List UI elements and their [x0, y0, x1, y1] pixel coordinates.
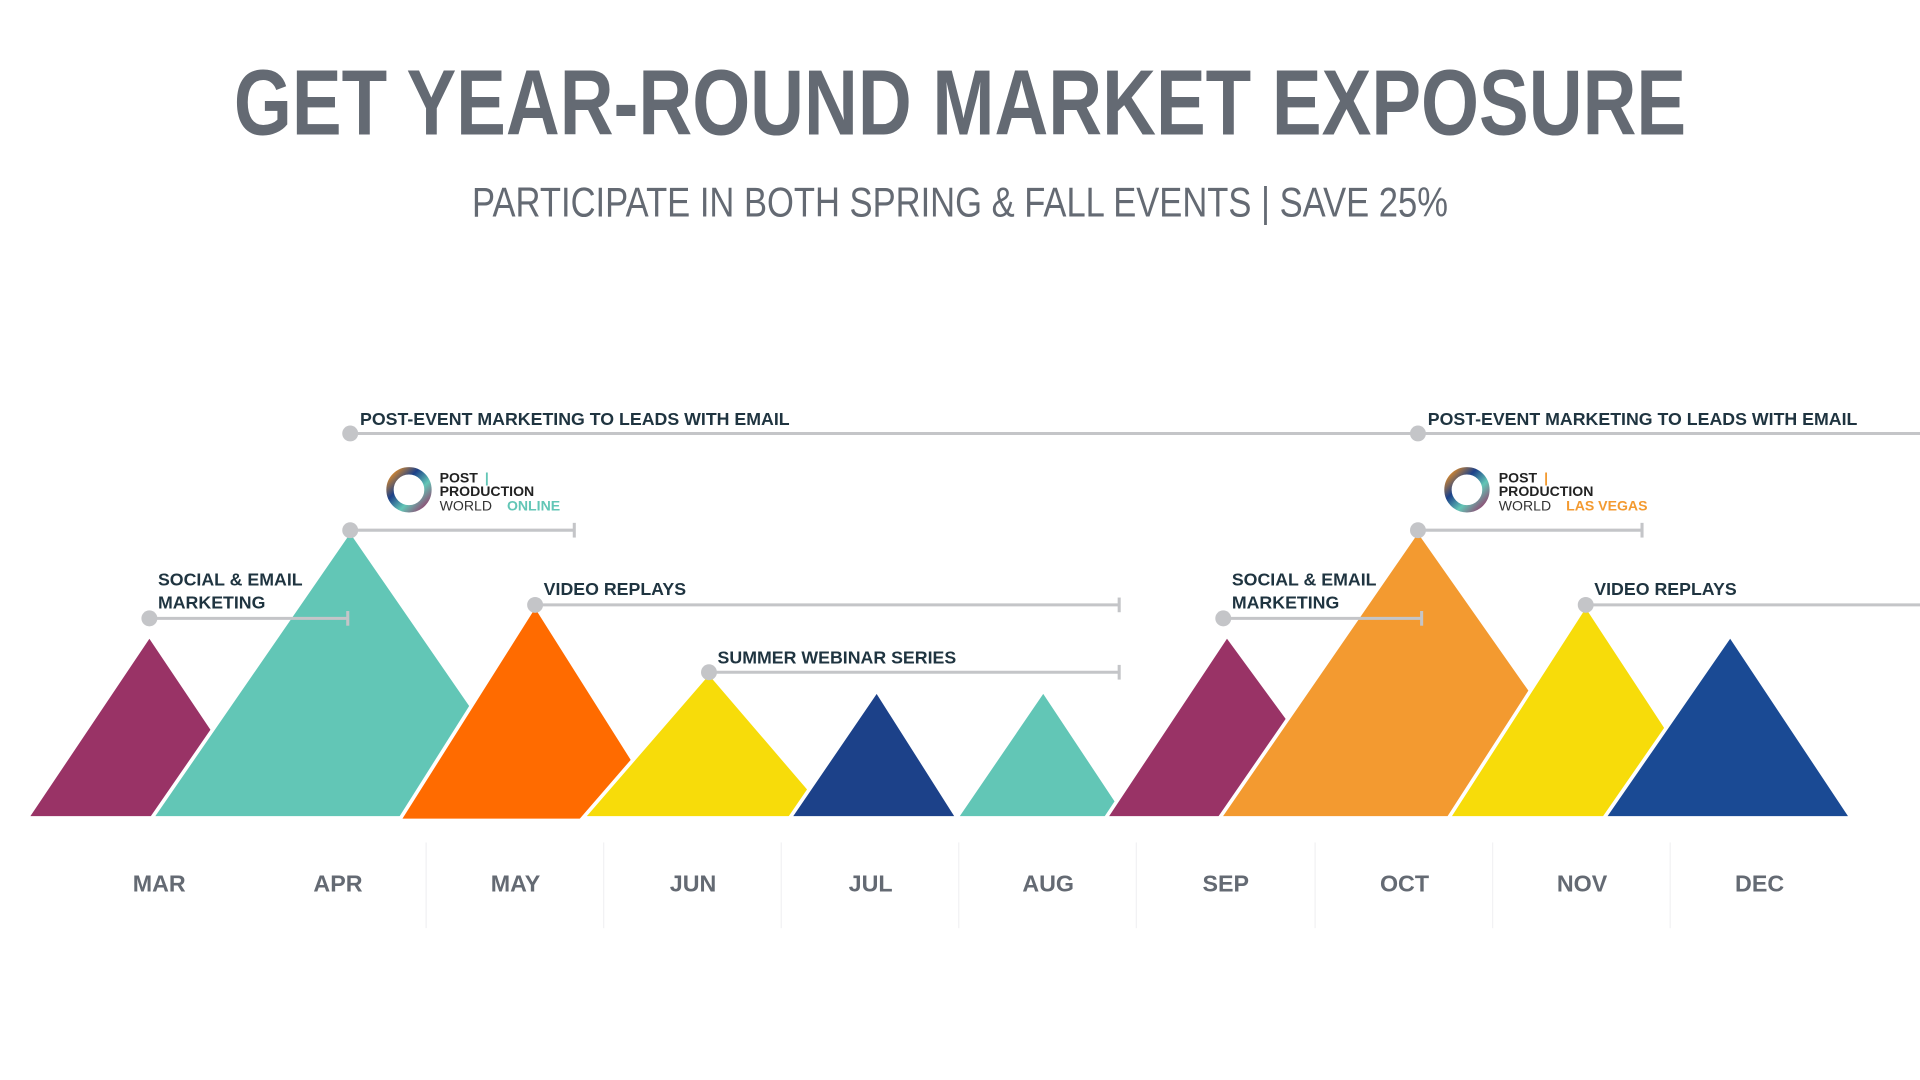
month-label: MAR — [133, 870, 186, 896]
ring-logo-icon — [1444, 467, 1490, 513]
peak-aug — [952, 687, 1132, 820]
month-peaks — [23, 526, 1855, 823]
milestone-dots — [141, 425, 1594, 681]
milestone-dot — [342, 522, 359, 539]
month-label: MAY — [491, 870, 541, 896]
month-label: NOV — [1557, 870, 1608, 896]
fall-social-label-1: SOCIAL & EMAIL — [1232, 569, 1377, 589]
logo-production: PRODUCTION — [1499, 483, 1594, 499]
logo-edition: LAS VEGAS — [1566, 498, 1647, 514]
peak-may — [395, 601, 675, 823]
logo-post: POST — [1499, 469, 1538, 485]
milestone-dot — [527, 596, 544, 613]
spring-video-label: VIDEO REPLAYS — [544, 579, 687, 599]
fall-video-label: VIDEO REPLAYS — [1594, 579, 1737, 599]
logo-edition: ONLINE — [507, 498, 560, 514]
logo-bar: | — [1544, 469, 1548, 485]
logo-bar: | — [485, 469, 489, 485]
post-production-world-las-vegas-logo: POST | PRODUCTION WORLD LAS VEGAS — [1444, 467, 1647, 514]
spring-social-label-1: SOCIAL & EMAIL — [158, 569, 303, 589]
fall-social-label-2: MARKETING — [1232, 593, 1339, 613]
milestone-dot — [1410, 425, 1426, 442]
peak-dec — [1600, 632, 1855, 820]
milestone-dot — [1410, 522, 1426, 539]
month-label: OCT — [1380, 870, 1429, 896]
milestone-dot — [1215, 610, 1232, 627]
logo-world: WORLD — [1499, 498, 1551, 514]
month-separators — [425, 842, 1671, 929]
summer-webinar-label: SUMMER WEBINAR SERIES — [718, 648, 957, 668]
page-title: GET YEAR-ROUND MARKET EXPOSURE — [234, 51, 1686, 155]
milestone-dot — [141, 610, 158, 627]
ring-logo-icon — [386, 467, 432, 513]
logo-post: POST — [440, 469, 479, 485]
page-subtitle: PARTICIPATE IN BOTH SPRING & FALL EVENTS… — [472, 179, 1448, 226]
month-label: DEC — [1735, 870, 1784, 896]
fall-post-event-label: POST-EVENT MARKETING TO LEADS WITH EMAIL — [1428, 409, 1858, 429]
month-label: JUN — [670, 870, 717, 896]
milestone-dot — [1577, 596, 1594, 613]
month-label: JUL — [849, 870, 893, 896]
logo-production: PRODUCTION — [440, 483, 535, 499]
peak-jul — [786, 687, 961, 820]
post-production-world-online-logo: POST | PRODUCTION WORLD ONLINE — [386, 467, 560, 514]
timeline-connectors — [350, 431, 1920, 680]
spring-social-label-2: MARKETING — [158, 593, 265, 613]
spring-post-event-label: POST-EVENT MARKETING TO LEADS WITH EMAIL — [360, 409, 790, 429]
month-label: SEP — [1202, 870, 1249, 896]
peak-jun — [578, 669, 838, 820]
milestone-dot — [701, 664, 717, 681]
milestone-dot — [342, 425, 359, 442]
month-label: AUG — [1022, 870, 1074, 896]
month-axis: MAR APR MAY JUN JUL AUG SEP OCT NOV DEC — [133, 870, 1785, 896]
month-label: APR — [313, 870, 362, 896]
logo-world: WORLD — [440, 498, 492, 514]
